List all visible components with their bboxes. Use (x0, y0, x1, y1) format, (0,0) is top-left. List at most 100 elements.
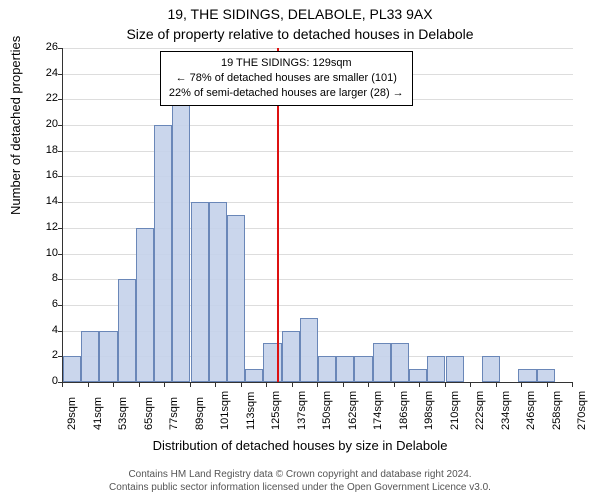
page-title-line2: Size of property relative to detached ho… (0, 26, 600, 42)
x-tick-label: 137sqm (296, 391, 308, 430)
x-tick-label: 174sqm (372, 391, 384, 430)
x-tick-label: 198sqm (423, 391, 435, 430)
y-tick-label: 6 (32, 298, 58, 310)
y-tick-label: 14 (32, 195, 58, 207)
histogram-bar (300, 318, 318, 382)
x-tick-mark (521, 382, 522, 387)
y-tick-mark (58, 176, 63, 177)
histogram-bar (373, 343, 391, 382)
y-tick-label: 26 (32, 41, 58, 53)
histogram-bar (354, 356, 372, 382)
y-tick-label: 10 (32, 247, 58, 259)
x-tick-label: 53sqm (117, 397, 129, 430)
footer-line2: Contains public sector information licen… (0, 481, 600, 494)
histogram-bar (99, 331, 117, 382)
y-tick-label: 20 (32, 118, 58, 130)
histogram-bar (518, 369, 536, 382)
y-tick-label: 0 (32, 375, 58, 387)
histogram-bar (136, 228, 154, 382)
y-tick-label: 24 (32, 67, 58, 79)
gridline (63, 176, 573, 177)
x-tick-label: 162sqm (347, 391, 359, 430)
x-tick-label: 113sqm (245, 392, 257, 430)
histogram-bar (537, 369, 555, 382)
y-tick-label: 4 (32, 324, 58, 336)
histogram-bar (282, 331, 300, 382)
x-tick-mark (317, 382, 318, 387)
y-tick-mark (58, 74, 63, 75)
footer-line1: Contains HM Land Registry data © Crown c… (0, 468, 600, 481)
y-axis-label: Number of detached properties (8, 36, 23, 215)
x-tick-label: 101sqm (219, 391, 231, 430)
annotation-line: ← 78% of detached houses are smaller (10… (169, 71, 404, 86)
x-tick-label: 222sqm (474, 391, 486, 430)
y-tick-mark (58, 305, 63, 306)
y-tick-mark (58, 99, 63, 100)
gridline (63, 125, 573, 126)
gridline (63, 151, 573, 152)
x-tick-label: 186sqm (398, 391, 410, 430)
histogram-bar (63, 356, 81, 382)
gridline (63, 202, 573, 203)
x-tick-label: 270sqm (576, 391, 588, 430)
x-tick-mark (113, 382, 114, 387)
histogram-bar (409, 369, 427, 382)
histogram-bar (318, 356, 336, 382)
chart-plot-area: 19 THE SIDINGS: 129sqm← 78% of detached … (62, 48, 573, 383)
histogram-bar (446, 356, 464, 382)
y-tick-mark (58, 202, 63, 203)
x-tick-mark (292, 382, 293, 387)
annotation-line: 22% of semi-detached houses are larger (… (169, 86, 404, 101)
histogram-bar (191, 202, 209, 382)
x-tick-mark (572, 382, 573, 387)
gridline (63, 48, 573, 49)
histogram-bar (336, 356, 354, 382)
y-tick-mark (58, 331, 63, 332)
x-tick-mark (547, 382, 548, 387)
x-tick-label: 77sqm (168, 397, 180, 430)
annotation-box: 19 THE SIDINGS: 129sqm← 78% of detached … (160, 51, 413, 106)
x-tick-label: 29sqm (66, 397, 78, 430)
x-tick-mark (215, 382, 216, 387)
x-tick-label: 65sqm (143, 397, 155, 430)
x-tick-mark (496, 382, 497, 387)
x-tick-mark (190, 382, 191, 387)
x-tick-label: 246sqm (525, 391, 537, 430)
histogram-bar (172, 99, 190, 382)
page-title-line1: 19, THE SIDINGS, DELABOLE, PL33 9AX (0, 6, 600, 22)
histogram-bar (118, 279, 136, 382)
histogram-bar (81, 331, 99, 382)
histogram-bar (482, 356, 500, 382)
x-axis-label: Distribution of detached houses by size … (0, 438, 600, 453)
x-tick-mark (88, 382, 89, 387)
y-tick-mark (58, 228, 63, 229)
histogram-bar (427, 356, 445, 382)
x-tick-mark (62, 382, 63, 387)
x-tick-mark (368, 382, 369, 387)
y-tick-mark (58, 279, 63, 280)
y-tick-mark (58, 254, 63, 255)
x-tick-mark (394, 382, 395, 387)
histogram-bar (227, 215, 245, 382)
histogram-bar (263, 343, 281, 382)
x-tick-label: 210sqm (449, 391, 461, 430)
x-tick-mark (470, 382, 471, 387)
y-tick-label: 2 (32, 349, 58, 361)
histogram-bar (209, 202, 227, 382)
y-tick-label: 16 (32, 169, 58, 181)
x-tick-label: 89sqm (194, 397, 206, 430)
x-tick-label: 258sqm (551, 391, 563, 430)
x-tick-mark (445, 382, 446, 387)
x-tick-mark (419, 382, 420, 387)
x-tick-mark (266, 382, 267, 387)
x-tick-label: 150sqm (321, 391, 333, 430)
histogram-bar (391, 343, 409, 382)
y-tick-mark (58, 356, 63, 357)
y-tick-label: 12 (32, 221, 58, 233)
x-tick-mark (241, 382, 242, 387)
y-tick-mark (58, 151, 63, 152)
y-tick-label: 8 (32, 272, 58, 284)
y-tick-mark (58, 125, 63, 126)
histogram-bar (154, 125, 172, 382)
annotation-line: 19 THE SIDINGS: 129sqm (169, 56, 404, 71)
